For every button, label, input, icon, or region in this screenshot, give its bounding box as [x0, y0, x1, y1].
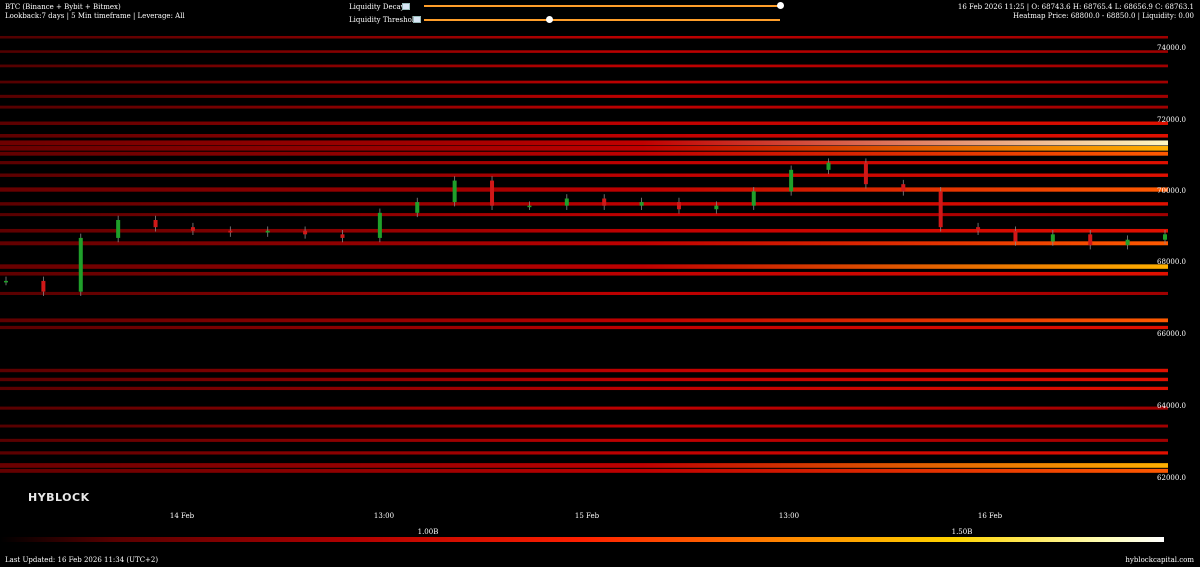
- liquidity-band: [0, 228, 1168, 233]
- candle: [1088, 234, 1093, 246]
- y-tick: 66000.0: [1157, 330, 1186, 338]
- candle: [41, 280, 46, 292]
- liquidity-band: [0, 80, 1168, 84]
- candle: [1050, 234, 1055, 242]
- y-tick: 68000.0: [1157, 258, 1186, 266]
- y-tick: 74000.0: [1157, 44, 1186, 52]
- candle: [340, 234, 345, 238]
- x-tick: 14 Feb: [169, 512, 195, 520]
- candle: [303, 230, 308, 235]
- liquidity-band: [0, 241, 1168, 246]
- liquidity-color-scale: [0, 537, 1164, 542]
- candle: [415, 202, 420, 213]
- liquidity-band: [0, 325, 1168, 330]
- liquidity-band: [0, 133, 1168, 138]
- liquidity-band: [0, 202, 1168, 206]
- liquidity-band: [0, 121, 1168, 125]
- liquidity-band: [0, 151, 1168, 156]
- liquidity-band: [0, 451, 1168, 455]
- liquidity-band: [0, 35, 1168, 39]
- candle: [938, 191, 943, 228]
- x-tick: 16 Feb: [977, 512, 1003, 520]
- liquidity-band: [0, 264, 1168, 269]
- liquidity-band: [0, 318, 1168, 323]
- x-tick: 13:00: [778, 512, 800, 520]
- liquidity-band: [0, 64, 1168, 68]
- liquidity-decay-thumb[interactable]: [777, 2, 784, 9]
- liquidity-band: [0, 173, 1168, 177]
- liquidity-band: [0, 105, 1168, 109]
- candle: [377, 212, 382, 238]
- candle: [1125, 239, 1130, 246]
- site-link[interactable]: hyblockcapital.com: [1125, 556, 1194, 564]
- candle: [901, 184, 906, 192]
- liquidity-decay-checkbox[interactable]: [402, 3, 410, 10]
- liquidity-decay-label: Liquidity Decay: [349, 3, 405, 11]
- legend-label: 1.50B: [951, 528, 973, 536]
- liquidity-band: [0, 424, 1168, 428]
- y-tick: 70000.0: [1157, 187, 1186, 195]
- candle: [265, 230, 270, 233]
- chart-subtitle: Lookback:7 days | 5 Min timeframe | Leve…: [5, 12, 185, 20]
- liquidity-band: [0, 386, 1168, 391]
- candle: [639, 202, 644, 206]
- liquidity-band: [0, 213, 1168, 217]
- candle: [527, 205, 532, 208]
- candle: [789, 169, 794, 192]
- liquidity-band: [0, 94, 1168, 98]
- candle: [676, 202, 681, 210]
- last-updated: Last Updated: 16 Feb 2026 11:34 (UTC+2): [5, 556, 159, 564]
- liquidity-band: [0, 187, 1168, 192]
- candle: [228, 230, 233, 233]
- liquidity-band: [0, 291, 1168, 295]
- y-tick: 64000.0: [1157, 402, 1186, 410]
- liquidity-threshold-slider[interactable]: [424, 19, 780, 21]
- candle: [1013, 230, 1018, 242]
- liquidity-band: [0, 438, 1168, 442]
- candle: [4, 280, 8, 283]
- liquidity-band: [0, 271, 1168, 276]
- x-tick: 13:00: [373, 512, 395, 520]
- liquidity-band: [0, 377, 1168, 382]
- ohlc-readout: 16 Feb 2026 11:25 | O: 68743.6 H: 68765.…: [957, 3, 1194, 11]
- liquidity-threshold-thumb[interactable]: [545, 16, 553, 23]
- liquidity-decay-slider[interactable]: [424, 5, 780, 7]
- candle: [190, 227, 195, 231]
- candle: [452, 180, 457, 203]
- chart-title: BTC (Binance + Bybit + Bitmex): [5, 3, 121, 11]
- candle: [1163, 234, 1167, 240]
- liquidity-band: [0, 368, 1168, 373]
- liquidity-band: [0, 161, 1168, 165]
- candle: [826, 162, 831, 170]
- candle: [602, 198, 607, 206]
- liquidity-band: [0, 468, 1168, 473]
- liquidity-band: [0, 406, 1168, 410]
- candle: [78, 237, 83, 292]
- hyblock-logo: HYBLOCK: [28, 491, 90, 504]
- y-tick: 62000.0: [1157, 474, 1186, 482]
- liquidity-band: [0, 50, 1168, 53]
- candle: [490, 180, 495, 206]
- liquidity-heatmap[interactable]: [0, 0, 1168, 505]
- liquidity-band: [0, 140, 1168, 146]
- candle: [751, 191, 756, 206]
- candle: [714, 205, 719, 210]
- candle: [564, 198, 569, 206]
- liquidity-threshold-checkbox[interactable]: [413, 16, 421, 23]
- candle: [976, 227, 981, 231]
- heatmap-info: Heatmap Price: 68800.0 - 68850.0 | Liqui…: [1013, 12, 1194, 20]
- candle: [116, 220, 121, 238]
- x-tick: 15 Feb: [574, 512, 600, 520]
- liquidity-threshold-label: Liquidity Threshold: [349, 16, 419, 24]
- legend-label: 1.00B: [417, 528, 439, 536]
- candle: [863, 162, 868, 185]
- y-tick: 72000.0: [1157, 116, 1186, 124]
- candle: [153, 220, 158, 228]
- liquidity-band: [0, 146, 1168, 151]
- liquidity-band: [0, 463, 1168, 468]
